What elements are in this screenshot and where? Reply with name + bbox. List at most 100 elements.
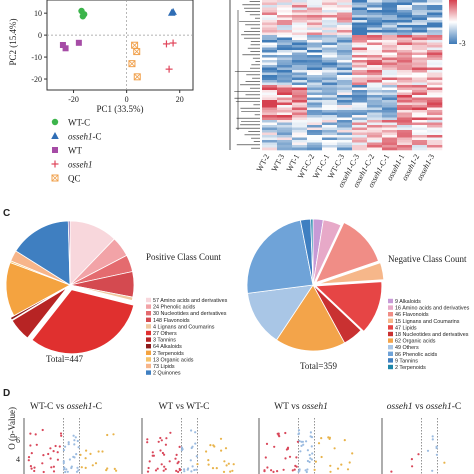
heatmap-cell	[292, 115, 308, 118]
volcano-point	[189, 459, 192, 462]
heatmap-cell	[382, 15, 398, 18]
heatmap-cell	[397, 5, 413, 8]
volcano-point	[191, 465, 194, 468]
heatmap-cell	[292, 80, 308, 83]
pie-legend-swatch	[388, 364, 393, 370]
heatmap-cell	[337, 5, 353, 8]
heatmap-cell	[427, 45, 443, 48]
heatmap-cell	[322, 120, 338, 123]
heatmap-cell	[262, 17, 278, 21]
volcano-point	[183, 470, 186, 473]
heatmap-cell	[277, 87, 293, 91]
heatmap-cell	[277, 30, 293, 33]
heatmap-cell	[337, 42, 353, 46]
heatmap-cell	[322, 127, 338, 131]
sqx-d2	[133, 73, 141, 81]
pie-legend-label: 47 Lipids	[395, 325, 417, 331]
heatmap-cell	[367, 27, 383, 31]
heatmap-cell	[382, 110, 398, 113]
heatmap-cell	[397, 47, 413, 51]
heatmap-cell	[262, 62, 278, 66]
heatmap-cell	[292, 105, 308, 108]
heatmap-cell	[277, 35, 293, 38]
heatmap-cell	[307, 97, 323, 101]
heatmap-cell	[262, 135, 278, 138]
heatmap-cell	[367, 80, 383, 83]
pca-xtick-label: 20	[176, 95, 184, 104]
pca-point	[75, 39, 82, 46]
volcano-point	[75, 453, 78, 456]
volcano-point	[67, 443, 70, 446]
heatmap-cell	[352, 120, 368, 123]
volcano-point	[435, 453, 438, 456]
sqx-d2	[131, 41, 138, 49]
heatmap-cell	[367, 10, 383, 13]
heatmap-cell	[397, 105, 413, 108]
heatmap-cell	[367, 122, 383, 126]
volcano-point	[351, 452, 354, 455]
heatmap-cell	[337, 67, 353, 71]
heatmap-cell	[367, 90, 383, 93]
pie-legend-label: 30 Nucleotides and derivatives	[153, 311, 227, 317]
volcano-point	[64, 470, 67, 474]
heatmap-cell	[367, 75, 383, 78]
volcano-point	[154, 469, 158, 472]
heatmap-cell	[427, 120, 443, 123]
heatmap-cell	[277, 7, 293, 11]
volcano-point	[320, 437, 323, 440]
heatmap-cell	[352, 45, 368, 48]
heatmap-cell	[427, 147, 443, 151]
heatmap-cell	[292, 77, 308, 81]
heatmap-cell	[352, 12, 368, 16]
heatmap-cell	[427, 115, 443, 118]
heatmap-cell	[412, 115, 428, 118]
heatmap-cell	[307, 92, 323, 96]
heatmap-cell	[307, 25, 323, 28]
volcano-point	[346, 468, 350, 471]
pie-legend-label: 73 Lipids	[153, 364, 175, 370]
heatmap-cell	[277, 82, 293, 86]
heatmap-cell	[397, 15, 413, 18]
volcano-point	[47, 452, 50, 456]
heatmap-cell	[322, 50, 338, 53]
heatmap-cell	[337, 25, 353, 28]
heatmap-cell	[412, 90, 428, 93]
heatmap-cell	[397, 20, 413, 23]
heatmap-cell	[307, 15, 323, 18]
heatmap-cell	[262, 92, 278, 96]
heatmap-cell	[412, 32, 428, 36]
heatmap-cell	[412, 117, 428, 121]
heatmap-cell	[277, 92, 293, 96]
volcano-point	[146, 438, 149, 441]
heatmap-cell	[427, 67, 443, 71]
heatmap-cell	[427, 7, 443, 11]
heatmap-cell	[337, 92, 353, 96]
volcano-point	[56, 451, 59, 454]
volcano-point	[64, 445, 67, 448]
heatmap-cell	[352, 147, 368, 151]
volcano-point	[159, 436, 162, 440]
pie-legend-label: 13 Organic acids	[153, 357, 194, 363]
heatmap-cell	[352, 32, 368, 36]
heatmap-cell	[337, 60, 353, 63]
pie-slice	[310, 218, 314, 286]
heatmap-cell	[397, 95, 413, 98]
heatmap-cell	[337, 2, 353, 6]
heatmap-cell	[322, 32, 338, 36]
legend-label-italic: osseh1	[68, 132, 93, 142]
heatmap-cell	[337, 72, 353, 76]
volcano-point	[390, 470, 393, 473]
heatmap-cell	[262, 127, 278, 131]
heatmap-cell	[352, 57, 368, 61]
heatmap-cell	[397, 90, 413, 93]
heatmap-cell	[292, 65, 308, 68]
heatmap-cell	[427, 57, 443, 61]
heatmap-cell	[382, 42, 398, 46]
heatmap-cell	[367, 45, 383, 48]
heatmap-cell	[382, 32, 398, 36]
heatmap-cell	[427, 80, 443, 83]
pie-legend-label: 46 Flavonoids	[395, 312, 429, 318]
heatmap-cell	[277, 20, 293, 23]
heatmap-cell	[397, 120, 413, 123]
heatmap-cell	[412, 50, 428, 53]
